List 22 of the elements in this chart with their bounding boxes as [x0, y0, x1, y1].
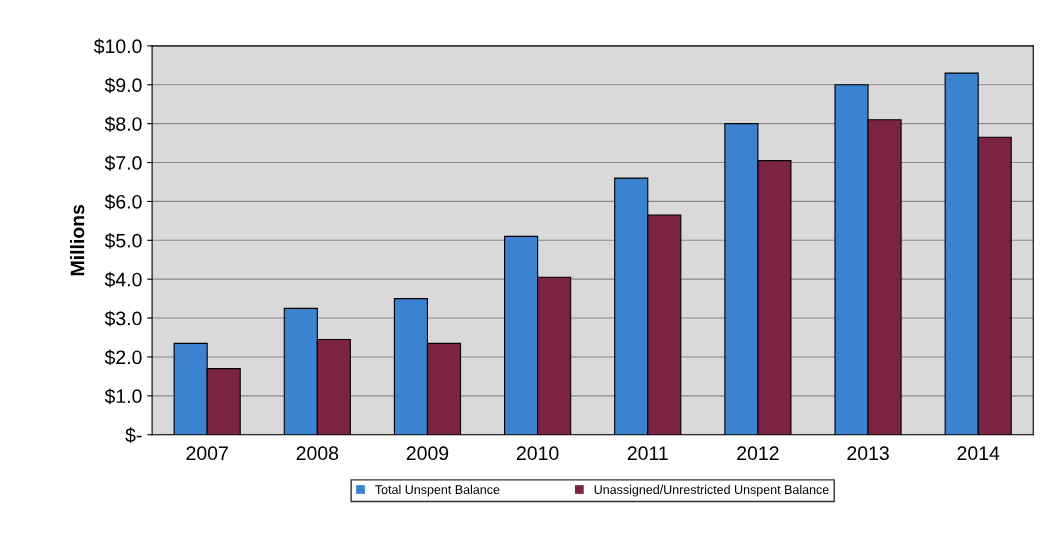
y-axis-title: Millions — [70, 204, 85, 276]
x-tick-label: 2013 — [847, 446, 889, 461]
y-tick-label: $10.0 — [93, 38, 142, 55]
legend-label: Unassigned/Unrestricted Unspent Balance — [594, 484, 829, 497]
x-tick-label: 2008 — [296, 446, 339, 461]
y-tick-label: $8.0 — [104, 116, 142, 133]
y-tick-label: $4.0 — [104, 271, 142, 288]
y-tick-label: $6.0 — [104, 194, 142, 210]
y-tick-label: $9.0 — [104, 77, 142, 94]
x-tick-label: 2011 — [627, 446, 668, 461]
legend-label: Total Unspent Balance — [375, 484, 500, 497]
y-tick-label: $1.0 — [104, 388, 142, 405]
y-tick-label: $3.0 — [104, 310, 142, 327]
x-tick-label: 2012 — [737, 446, 779, 461]
x-tick-label: 2007 — [186, 446, 228, 461]
x-tick-label: 2014 — [957, 446, 1000, 461]
y-tick-label: $5.0 — [104, 232, 142, 249]
x-tick-label: 2010 — [516, 446, 559, 461]
y-tick-label: $7.0 — [104, 155, 142, 171]
y-tick-label: $2.0 — [104, 349, 142, 366]
y-tick-label: $- — [125, 427, 142, 444]
x-tick-label: 2009 — [406, 446, 449, 461]
